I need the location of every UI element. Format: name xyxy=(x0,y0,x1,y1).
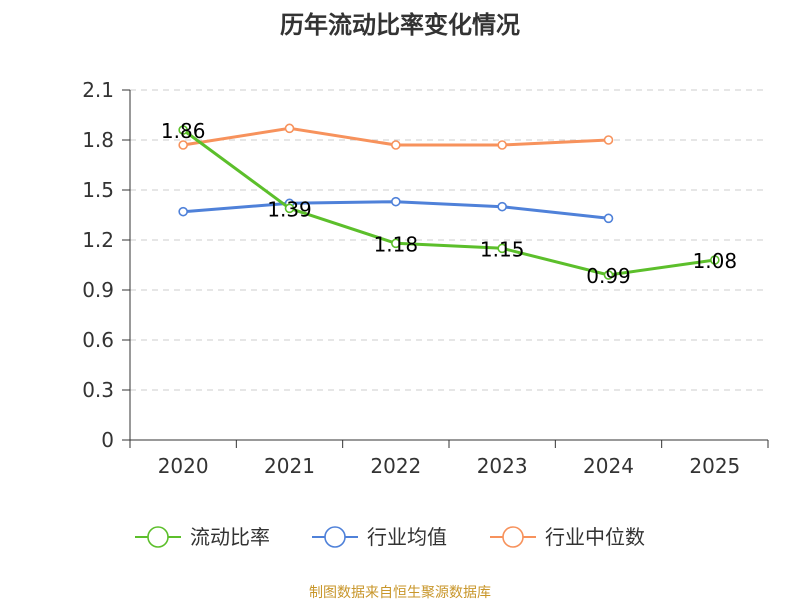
data-point[interactable] xyxy=(603,135,614,145)
data-point[interactable] xyxy=(391,196,401,207)
y-tick-label: 0.9 xyxy=(82,278,114,302)
legend-item[interactable]: 行业中位数 xyxy=(490,525,645,549)
legend-label: 流动比率 xyxy=(190,525,270,549)
legend-label: 行业中位数 xyxy=(545,525,645,549)
y-tick-label: 1.8 xyxy=(82,128,114,152)
source-note: 制图数据来自恒生聚源数据库 xyxy=(309,585,491,600)
legend-item[interactable]: 行业均值 xyxy=(312,525,447,549)
data-point[interactable] xyxy=(284,203,295,214)
data-label: 1.39 xyxy=(267,197,312,221)
legend-label: 行业均值 xyxy=(367,525,447,549)
data-label: 1.86 xyxy=(161,119,206,143)
data-label: 0.99 xyxy=(586,264,631,288)
data-point[interactable] xyxy=(178,125,188,135)
x-tick-label: 2021 xyxy=(264,454,315,478)
data-label: 1.15 xyxy=(480,237,525,261)
data-point[interactable] xyxy=(391,238,401,249)
data-point[interactable] xyxy=(603,270,614,280)
series-lines xyxy=(178,123,720,280)
data-labels: 1.86 1.39 1.18 1.15 0.99 1.08 xyxy=(161,119,737,288)
x-tick-label: 2020 xyxy=(158,454,209,478)
data-point[interactable] xyxy=(178,206,188,217)
chart-title: 历年流动比率变化情况 xyxy=(280,11,520,39)
data-point[interactable] xyxy=(497,243,507,254)
y-tick-label: 0.6 xyxy=(82,328,114,352)
data-point[interactable] xyxy=(391,140,401,150)
series-line-0 xyxy=(182,128,716,277)
x-tick-label: 2025 xyxy=(689,454,740,478)
data-point[interactable] xyxy=(284,123,295,134)
y-tick-label: 0.3 xyxy=(82,378,114,402)
data-label: 1.18 xyxy=(374,232,419,256)
x-tick-label: 2022 xyxy=(370,454,421,478)
legend-item[interactable]: 流动比率 xyxy=(135,525,270,549)
y-tick-label: 1.5 xyxy=(82,178,114,202)
axes: 0 0.3 0.6 0.9 1.2 1.5 1.8 2.1 2020 2021 2022 2023 20… xyxy=(82,78,769,478)
legend-swatch-marker xyxy=(324,526,346,548)
x-tick-label: 2024 xyxy=(583,454,634,478)
grid xyxy=(130,89,768,391)
legend-swatch-marker xyxy=(502,526,524,548)
y-tick-label: 2.1 xyxy=(82,78,114,102)
data-point[interactable] xyxy=(497,201,507,212)
legend[interactable]: 流动比率 行业均值 行业中位数 xyxy=(135,525,645,549)
y-tick-label: 0 xyxy=(101,428,114,452)
y-tick-label: 1.2 xyxy=(82,228,114,252)
data-point[interactable] xyxy=(710,255,720,265)
data-label: 1.08 xyxy=(693,249,738,273)
data-point[interactable] xyxy=(497,140,507,150)
legend-swatch-marker xyxy=(147,526,169,548)
data-point[interactable] xyxy=(603,213,614,224)
data-point[interactable] xyxy=(178,140,188,150)
x-tick-label: 2023 xyxy=(477,454,528,478)
